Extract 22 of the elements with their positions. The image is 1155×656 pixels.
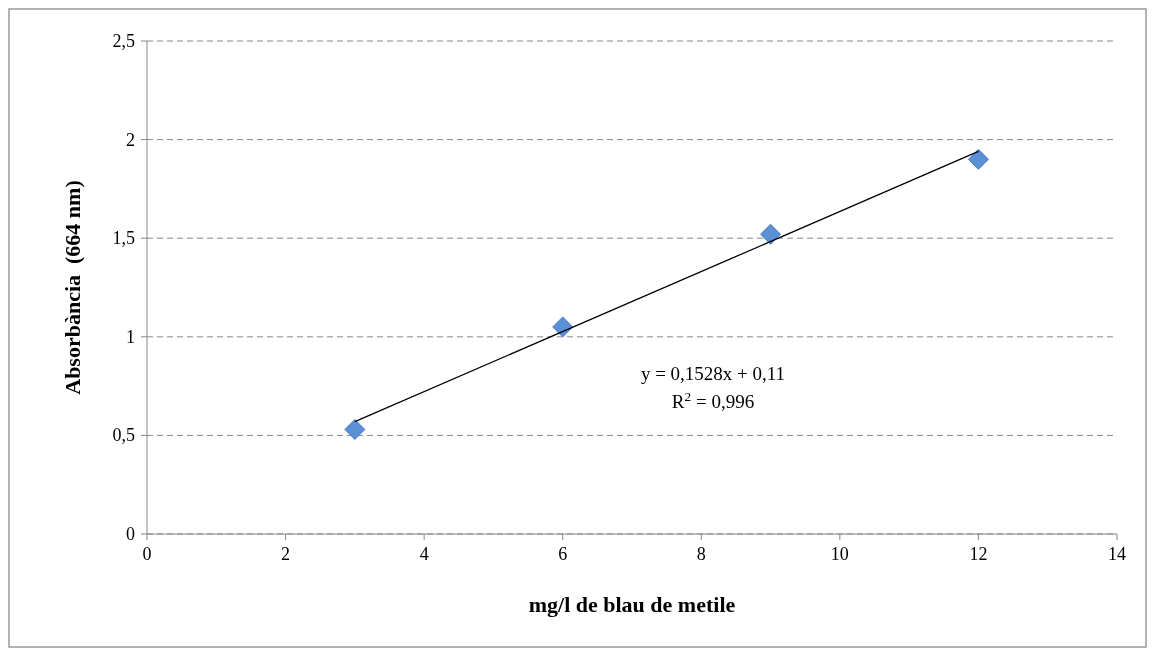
x-tick-label: 4 [419, 544, 429, 564]
point [552, 316, 574, 338]
x-tick-label: 10 [830, 544, 849, 564]
x-tick-label: 14 [1108, 544, 1126, 564]
point [760, 223, 782, 245]
x-tick-label: 8 [696, 544, 706, 564]
x-tick-label: 6 [558, 544, 568, 564]
point [967, 148, 989, 170]
x-tick-label: 0 [142, 544, 152, 564]
annotation: R$^{2}$ = 0,996 [671, 388, 755, 412]
y-tick-label: 0 [126, 524, 135, 544]
y-axis-title: Absorbància (664 nm) [60, 180, 85, 395]
y-tick-label: 1 [126, 326, 135, 347]
x-axis-title: mg/l de blau de metile [528, 592, 736, 617]
y-tick-label: 1,5 [112, 228, 135, 249]
y-tick-label: 2 [126, 129, 135, 150]
y-tick-label: 0,5 [112, 425, 135, 446]
annotation: y = 0,1528x + 0,11 [640, 363, 786, 384]
point [344, 418, 366, 440]
x-tick-label: 2 [281, 544, 291, 564]
y-tick-label: 2,5 [112, 31, 135, 51]
x-tick-label: 12 [969, 544, 988, 564]
